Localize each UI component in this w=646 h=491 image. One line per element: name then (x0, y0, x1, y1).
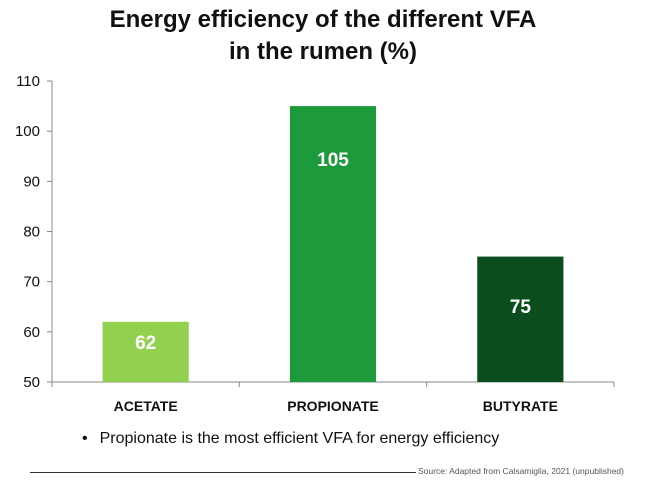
note-text: Propionate is the most efficient VFA for… (99, 430, 500, 447)
bar-acetate (102, 321, 189, 382)
chart-title: Energy efficiency of the different VFA i… (0, 4, 646, 68)
bar-propionate (289, 106, 377, 382)
chart-title-line-2: in the rumen (%) (228, 38, 417, 65)
category-label-propionate: PROPIONATE (287, 398, 379, 414)
y-tick-label: 70 (23, 274, 40, 291)
data-label-acetate: 62 (135, 333, 156, 354)
data-label-propionate: 105 (317, 150, 349, 171)
y-tick-label: 50 (23, 374, 40, 391)
note-bullet: • Propionate is the most efficient VFA fo… (82, 430, 499, 448)
y-tick-label: 60 (23, 324, 40, 341)
y-tick-label: 90 (23, 173, 40, 190)
bar-butyrate (477, 256, 564, 382)
data-label-butyrate: 75 (510, 297, 532, 318)
y-tick-label: 110 (16, 73, 40, 90)
y-tick-label: 100 (15, 123, 40, 140)
bullet-dot: • (82, 430, 88, 447)
chart-title-line-1: Energy efficiency of the different VFA (109, 6, 537, 33)
bar-chart: 50 60 70 80 90 100 110 62 ACETATE 105 PROPIONATE 75… (15, 73, 615, 414)
category-label-butyrate: BUTYRATE (483, 398, 558, 414)
footer-divider (30, 472, 416, 473)
category-label-acetate: ACETATE (114, 398, 178, 414)
source-note: Source: Adapted from Calsamiglia, 2021 (… (417, 466, 624, 476)
y-tick-label: 80 (23, 224, 40, 241)
